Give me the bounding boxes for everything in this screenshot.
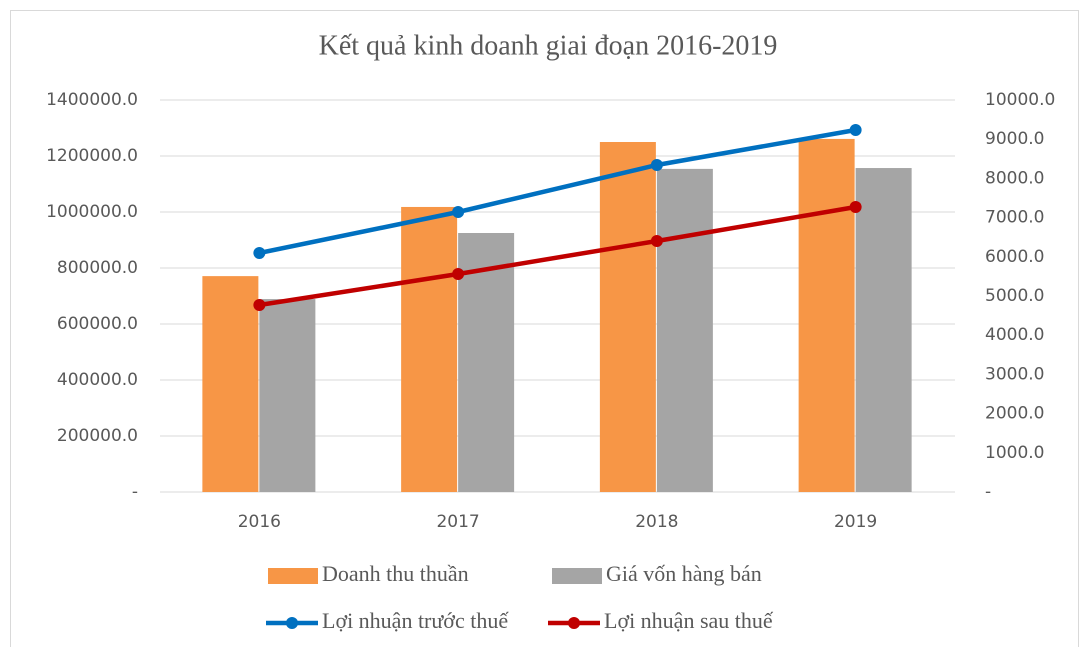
- bar: [599, 142, 656, 492]
- legend-swatch: [268, 568, 318, 584]
- x-tick-label: 2017: [436, 512, 479, 532]
- y-tick-label: 200000.0: [57, 426, 138, 446]
- y-tick-label: 600000.0: [57, 314, 138, 334]
- y2-tick-label: 4000.0: [985, 325, 1044, 345]
- line-marker: [452, 205, 465, 218]
- legend-label: Doanh thu thuần: [322, 561, 469, 586]
- y2-tick-label: 3000.0: [985, 364, 1044, 384]
- y-tick-label: 1000000.0: [46, 202, 138, 222]
- bar: [855, 168, 912, 493]
- y2-tick-label: 7000.0: [985, 208, 1044, 228]
- y-tick-label: 1200000.0: [46, 146, 138, 166]
- y2-tick-label: 10000.0: [985, 90, 1055, 110]
- bar: [798, 138, 855, 493]
- y-tick-label: 800000.0: [57, 258, 138, 278]
- line: [258, 127, 857, 256]
- y2-tick-label: 2000.0: [985, 404, 1044, 424]
- line: [259, 204, 857, 308]
- y2-tick-label: 1000.0: [985, 443, 1044, 463]
- legend-marker: [568, 617, 580, 629]
- y2-tick-label: 6000.0: [985, 247, 1044, 267]
- line-marker: [253, 299, 266, 312]
- legend-swatch: [552, 568, 602, 584]
- line-marker: [849, 201, 862, 214]
- chart-frame: [10, 10, 1079, 647]
- line-marker: [253, 246, 266, 259]
- legend-marker: [286, 617, 298, 629]
- y-tick-label: -: [132, 482, 138, 502]
- x-tick-label: 2016: [238, 512, 281, 532]
- y2-tick-label: -: [985, 482, 991, 502]
- legend-label: Giá vốn hàng bán: [606, 561, 762, 586]
- x-tick-label: 2019: [834, 512, 877, 532]
- y2-tick-label: 8000.0: [985, 168, 1044, 188]
- bar: [656, 168, 713, 492]
- bar: [259, 299, 316, 492]
- legend-label: Lợi nhuận trước thuế: [322, 608, 509, 633]
- line-marker: [650, 158, 663, 171]
- y2-tick-label: 5000.0: [985, 286, 1044, 306]
- bar: [202, 276, 259, 492]
- y-tick-label: 1400000.0: [46, 90, 138, 110]
- line-marker: [452, 268, 465, 281]
- y2-tick-label: 9000.0: [985, 129, 1044, 149]
- y-tick-label: 400000.0: [57, 370, 138, 390]
- line-marker: [650, 235, 663, 248]
- bar: [458, 233, 515, 492]
- chart-title: Kết quả kinh doanh giai đoạn 2016-2019: [319, 30, 778, 61]
- legend-label: Lợi nhuận sau thuế: [604, 608, 774, 633]
- line-marker: [849, 123, 862, 136]
- bar: [401, 206, 458, 492]
- x-tick-label: 2018: [635, 512, 678, 532]
